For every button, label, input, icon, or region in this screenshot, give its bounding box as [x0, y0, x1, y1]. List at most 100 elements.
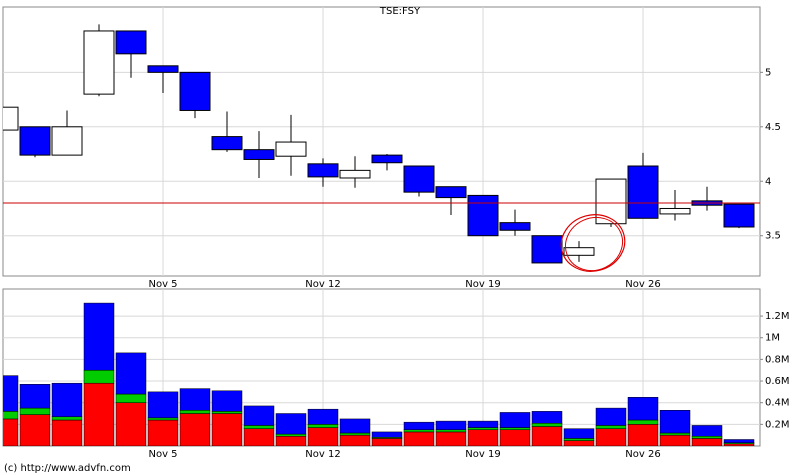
volume-bar	[19, 414, 51, 446]
volume-bar	[467, 427, 499, 431]
volume-bar	[659, 432, 691, 436]
volume-bar	[339, 418, 371, 434]
volume-bar	[51, 416, 83, 421]
volume-bar	[275, 413, 307, 435]
candle-body	[51, 126, 83, 156]
candle-body	[659, 207, 691, 215]
volume-bar	[691, 425, 723, 437]
volume-bar	[243, 428, 275, 446]
volume-bar	[3, 411, 19, 420]
volume-bar	[211, 413, 243, 446]
x-tick-label: Nov 12	[305, 279, 340, 290]
candle-body	[627, 165, 659, 219]
volume-bar	[723, 443, 755, 446]
y-tick-label: 0.8M	[765, 354, 790, 365]
volume-bar	[595, 428, 627, 446]
volume-bar	[531, 411, 563, 424]
volume-bar	[147, 391, 179, 419]
x-tick-label: Nov 5	[148, 449, 177, 460]
volume-bar	[627, 419, 659, 425]
volume-bar	[563, 440, 595, 446]
volume-bar	[275, 433, 307, 437]
candle-body	[83, 30, 115, 95]
candle-body	[19, 126, 51, 156]
volume-bar	[627, 397, 659, 421]
volume-bar	[371, 431, 403, 438]
volume-bar	[307, 427, 339, 446]
chart-title: TSE:FSY	[379, 6, 421, 17]
volume-bar	[723, 439, 755, 444]
candle-body	[243, 149, 275, 160]
y-tick-label: 4.5	[765, 122, 781, 133]
volume-bar	[531, 423, 563, 427]
volume-bar	[83, 302, 115, 371]
y-tick-label: 3.5	[765, 231, 781, 242]
candle-body	[339, 169, 371, 179]
volume-bar	[19, 407, 51, 415]
volume-bar	[435, 429, 467, 433]
volume-bar	[3, 418, 19, 446]
volume-bar	[467, 420, 499, 428]
candle-body	[563, 247, 595, 256]
volume-bar	[179, 410, 211, 414]
y-tick-label: 1.2M	[765, 311, 790, 322]
candle-body	[467, 194, 499, 237]
candle-body	[211, 136, 243, 151]
candle-body	[403, 165, 435, 193]
x-tick-label: Nov 12	[305, 449, 340, 460]
volume-bar	[467, 429, 499, 446]
volume-bar	[595, 407, 627, 426]
volume-bar	[243, 425, 275, 429]
volume-bar	[3, 375, 19, 412]
candle-body	[275, 141, 307, 157]
volume-bar	[659, 434, 691, 446]
candle-body	[147, 65, 179, 73]
volume-bar	[659, 410, 691, 434]
volume-bar	[307, 408, 339, 425]
volume-bar	[147, 419, 179, 446]
candle-body	[371, 154, 403, 164]
candle-body	[115, 30, 147, 55]
volume-bar	[403, 429, 435, 433]
y-tick-label: 1M	[765, 333, 780, 344]
volume-bar	[307, 424, 339, 428]
volume-bar	[563, 428, 595, 439]
volume-bar	[179, 388, 211, 411]
volume-bar	[211, 411, 243, 414]
volume-bar	[83, 382, 115, 446]
volume-bar	[691, 438, 723, 446]
volume-bar	[499, 427, 531, 431]
volume-bar	[563, 438, 595, 441]
volume-bar	[275, 436, 307, 446]
volume-bar	[51, 419, 83, 446]
volume-bar	[627, 424, 659, 446]
candle-body	[531, 235, 563, 264]
y-tick-label: 0.2M	[765, 419, 790, 430]
volume-bar	[115, 402, 147, 446]
price-plot	[3, 7, 760, 276]
annotation-circle	[560, 214, 626, 272]
volume-bar	[531, 426, 563, 446]
volume-bar	[595, 425, 627, 429]
footer: (c) http://www.advfn.com	[4, 463, 131, 474]
volume-bar	[243, 405, 275, 426]
volume-bar	[115, 352, 147, 395]
volume-bar	[435, 431, 467, 446]
x-tick-label: Nov 19	[465, 449, 500, 460]
candle-body	[435, 186, 467, 199]
volume-bar	[211, 390, 243, 412]
annotation-circle	[565, 216, 623, 272]
volume-bar	[403, 421, 435, 431]
labels: TSE:FSY (c) http://www.advfn.com 3.5 4 4.5…	[4, 6, 790, 474]
volume-bar	[51, 382, 83, 418]
volume-bar	[147, 417, 179, 421]
volume-bar	[19, 384, 51, 409]
volume-bar	[499, 412, 531, 428]
volume-bar	[115, 393, 147, 403]
volume-bar	[179, 413, 211, 446]
candle-body	[307, 163, 339, 178]
y-tick-label: 0.4M	[765, 398, 790, 409]
volume-bar	[435, 420, 467, 431]
x-tick-label: Nov 5	[148, 279, 177, 290]
